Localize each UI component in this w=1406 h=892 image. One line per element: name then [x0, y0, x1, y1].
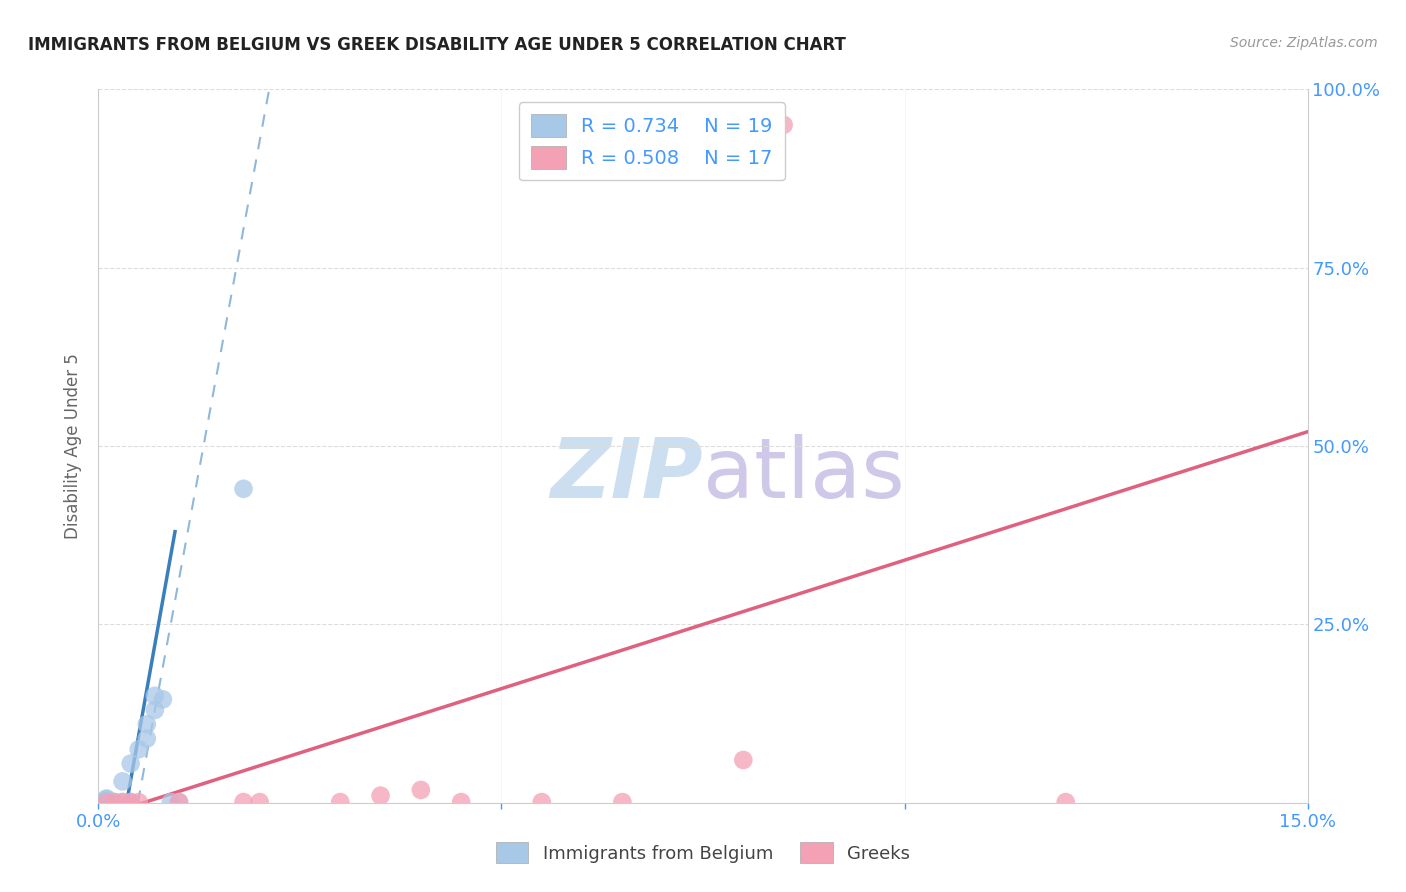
Point [111, 774, 134, 789]
Point [530, 795, 553, 809]
Point [152, 692, 174, 706]
Point [111, 795, 134, 809]
Point [450, 795, 472, 809]
Point [167, 795, 190, 809]
Text: atlas: atlas [703, 434, 904, 515]
Point [370, 789, 392, 803]
Point [160, 795, 183, 809]
Point [96, 792, 118, 806]
Point [612, 795, 634, 809]
Text: ZIP: ZIP [550, 434, 703, 515]
Point [143, 689, 166, 703]
Y-axis label: Disability Age Under 5: Disability Age Under 5 [65, 353, 83, 539]
Point [135, 717, 157, 731]
Text: IMMIGRANTS FROM BELGIUM VS GREEK DISABILITY AGE UNDER 5 CORRELATION CHART: IMMIGRANTS FROM BELGIUM VS GREEK DISABIL… [28, 36, 846, 54]
Point [167, 795, 190, 809]
Point [733, 753, 755, 767]
Point [128, 742, 150, 756]
Point [120, 756, 142, 771]
Legend: Immigrants from Belgium, Greeks: Immigrants from Belgium, Greeks [486, 833, 920, 872]
Point [772, 118, 794, 132]
Point [232, 795, 254, 809]
Point [409, 783, 432, 797]
Point [329, 795, 352, 809]
Point [96, 793, 118, 807]
Point [120, 795, 142, 809]
Point [103, 795, 125, 809]
Point [232, 482, 254, 496]
Point [135, 731, 157, 746]
Point [96, 791, 118, 805]
Point [111, 795, 134, 809]
Text: Source: ZipAtlas.com: Source: ZipAtlas.com [1230, 36, 1378, 50]
Point [103, 795, 125, 809]
Point [143, 703, 166, 717]
Point [120, 795, 142, 809]
Point [128, 795, 150, 809]
Point [96, 795, 118, 809]
Point [1054, 795, 1077, 809]
Point [96, 794, 118, 808]
Point [249, 795, 271, 809]
Point [96, 794, 118, 808]
